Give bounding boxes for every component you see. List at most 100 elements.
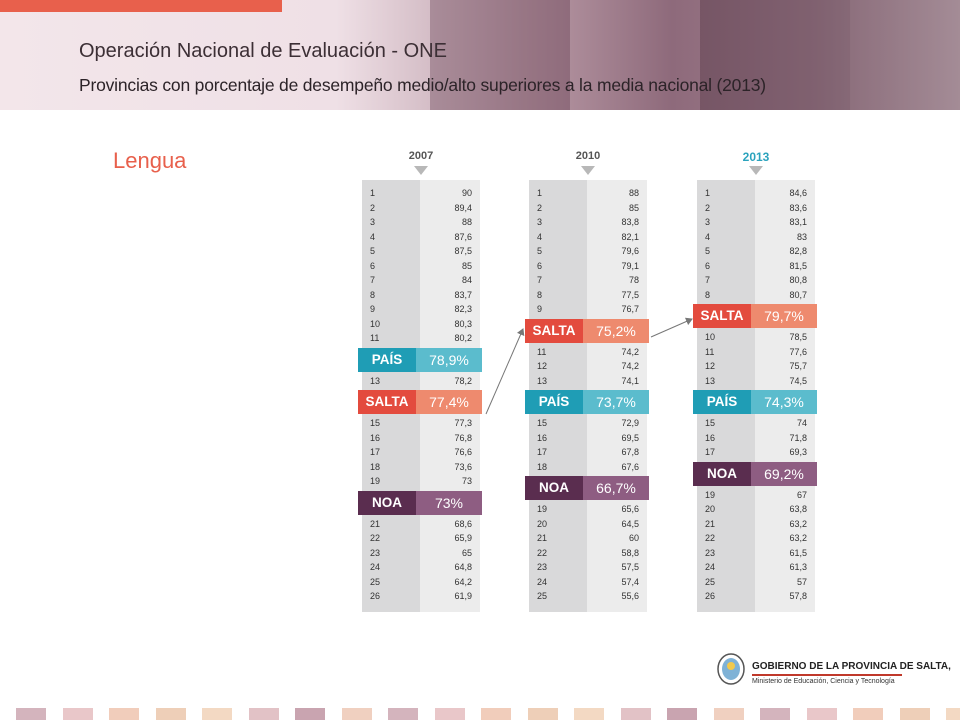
rank-number: 13: [370, 375, 381, 386]
rank-number: 13: [537, 375, 548, 386]
ranking-row: 3 88: [362, 215, 480, 230]
rank-number: 12: [537, 361, 548, 371]
rank-value: 64,5: [621, 518, 639, 529]
rank-number: 24: [537, 576, 548, 587]
ranking-row: 20 64,5: [529, 517, 647, 532]
ranking-row: 11 77,6: [697, 345, 815, 360]
ranking-row: 18 73,6: [362, 460, 480, 475]
rank-number: 25: [537, 591, 548, 601]
ranking-row: 19 65,6: [529, 502, 647, 517]
rank-number: 5: [537, 246, 543, 256]
rank-value: 61,5: [789, 547, 807, 558]
banner-photo-shade: [850, 0, 960, 110]
rank-value: 85: [461, 260, 472, 271]
rank-value: 83,1: [789, 217, 807, 227]
rank-number: 1: [370, 188, 376, 198]
rank-value: 76,7: [621, 304, 639, 314]
decorative-block: [620, 708, 651, 720]
rank-value: 80,3: [454, 318, 472, 329]
rank-value: 58,8: [621, 547, 639, 558]
rank-value: 82,1: [621, 231, 639, 242]
rank-number: 8: [705, 289, 711, 300]
rank-value: 76,8: [454, 432, 472, 443]
pais-highlight-row: PAÍS 78,9%: [358, 347, 482, 372]
pais-value: 73,7%: [583, 390, 649, 414]
ranking-row: 2 85: [529, 201, 647, 216]
rank-value: 60: [628, 533, 639, 543]
ranking-row: 19 67: [697, 488, 815, 503]
rank-number: 10: [370, 318, 381, 329]
ranking-row: 15 74: [697, 416, 815, 431]
ranking-row: 13 74,1: [529, 374, 647, 389]
rank-number: 11: [705, 346, 715, 357]
rank-number: 17: [370, 447, 381, 457]
rank-value: 65,6: [621, 504, 639, 514]
rank-number: 7: [537, 275, 543, 285]
rank-number: 6: [705, 260, 711, 271]
ranking-row: 6 85: [362, 259, 480, 274]
ranking-row: 16 69,5: [529, 431, 647, 446]
ranking-row: 5 82,8: [697, 244, 815, 259]
decorative-block: [899, 708, 930, 720]
chevron-down-icon: [581, 166, 595, 175]
ranking-row: 24 64,8: [362, 560, 480, 575]
rank-number: 17: [537, 447, 548, 457]
ranking-row: 21 63,2: [697, 517, 815, 532]
rank-value: 74,5: [789, 375, 807, 386]
rank-number: 25: [370, 576, 381, 587]
ranking-row: 4 82,1: [529, 230, 647, 245]
ranking-row: 18 67,6: [529, 460, 647, 475]
noa-label: NOA: [358, 490, 416, 515]
arrow-2010-to-2013: [650, 317, 693, 338]
rank-value: 74,2: [621, 361, 639, 371]
rank-number: 21: [705, 518, 716, 529]
salta-value: 75,2%: [583, 318, 649, 343]
rank-number: 8: [370, 289, 376, 300]
rank-value: 73: [461, 476, 472, 486]
noa-value: 69,2%: [751, 461, 817, 486]
page-title: Operación Nacional de Evaluación - ONE: [79, 40, 447, 62]
rank-value: 80,7: [789, 289, 807, 300]
section-label: Lengua: [113, 148, 187, 173]
noa-highlight-row: NOA 66,7%: [525, 476, 649, 500]
rank-value: 64,2: [454, 576, 472, 587]
decorative-block: [713, 708, 744, 720]
pais-label: PAÍS: [358, 347, 416, 372]
ranking-row: 21 68,6: [362, 517, 480, 532]
rank-number: 23: [705, 547, 716, 558]
rank-number: 13: [705, 375, 716, 386]
rank-value: 73,6: [454, 461, 472, 472]
rank-number: 6: [370, 260, 376, 271]
ranking-row: 2 83,6: [697, 201, 815, 216]
provincial-seal-icon: [717, 653, 745, 685]
rank-number: 20: [537, 518, 548, 529]
rank-value: 78,2: [454, 375, 472, 386]
ranking-row: 10 80,3: [362, 317, 480, 332]
header-banner: [0, 0, 960, 110]
ranking-row: 8 77,5: [529, 288, 647, 303]
salta-label: SALTA: [358, 390, 416, 414]
noa-label: NOA: [525, 476, 583, 500]
ranking-row: 25 57: [697, 575, 815, 590]
decorative-block: [946, 708, 960, 720]
ranking-row: 5 79,6: [529, 244, 647, 259]
ranking-row: 3 83,8: [529, 215, 647, 230]
rank-number: 25: [705, 576, 716, 587]
rank-value: 57: [796, 576, 807, 587]
rank-value: 69,3: [789, 447, 807, 457]
decorative-block: [481, 708, 511, 720]
decorative-block: [155, 708, 186, 720]
ranking-row: 7 78: [529, 273, 647, 288]
rank-number: 16: [370, 432, 381, 443]
rank-number: 3: [370, 217, 376, 227]
noa-value: 73%: [416, 490, 482, 515]
rank-number: 19: [705, 489, 716, 500]
arrow-2007-to-2010: [485, 328, 525, 415]
ranking-row: 13 78,2: [362, 374, 480, 389]
column-year: 2013: [742, 150, 770, 164]
rank-number: 24: [370, 562, 381, 572]
rank-value: 83,8: [621, 217, 639, 227]
rank-number: 22: [537, 547, 548, 558]
salta-label: SALTA: [693, 304, 751, 328]
banner-accent-strip: [0, 0, 282, 12]
